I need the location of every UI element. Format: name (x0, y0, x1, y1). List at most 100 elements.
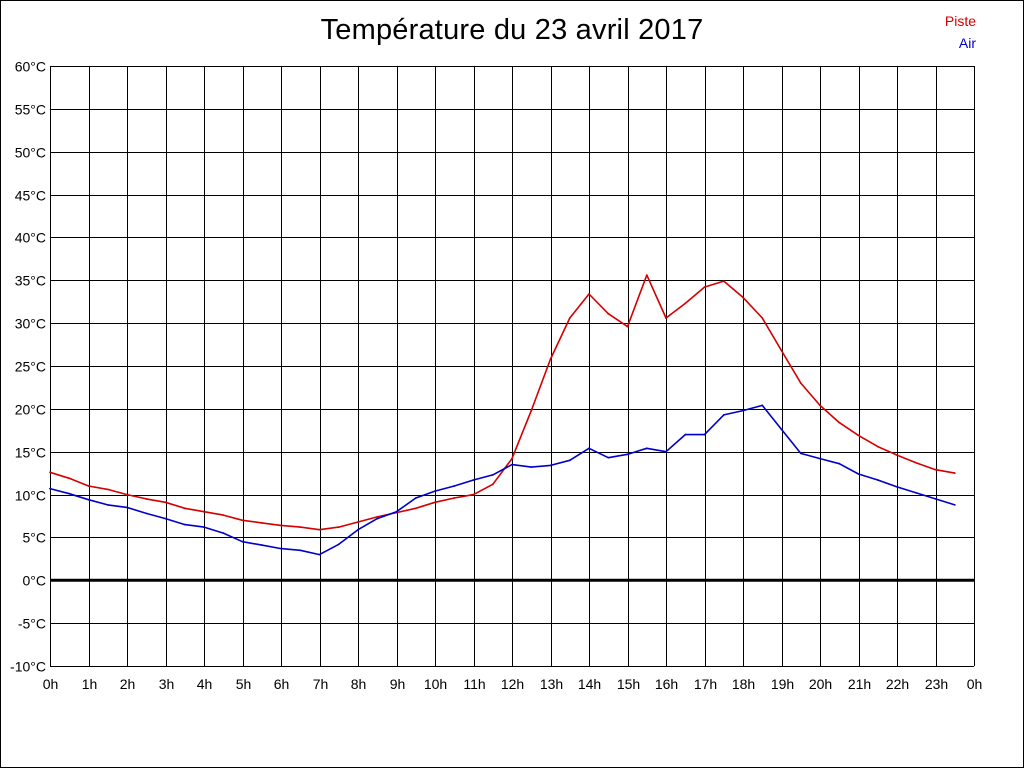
data-point (607, 312, 610, 315)
data-point (665, 317, 667, 319)
x-tick-label: 9h (390, 676, 406, 692)
data-point (414, 497, 417, 499)
data-point (934, 468, 937, 471)
data-point (626, 325, 629, 328)
data-point (819, 457, 821, 460)
data-point (145, 512, 148, 515)
data-point (87, 498, 90, 501)
data-point (896, 454, 898, 456)
data-point (395, 510, 398, 513)
tick-layer: 60°C 55°C 50°C 45°C 40°C 35°C 30°C 25°C 20°C 15°C… (10, 59, 982, 693)
data-point (645, 274, 648, 276)
y-tick-label: -10°C (10, 659, 46, 675)
data-point (588, 293, 590, 295)
legend-entry-piste: Piste (944, 13, 976, 29)
data-point (280, 547, 282, 550)
data-point (761, 317, 764, 319)
data-point (357, 528, 359, 531)
data-point (126, 493, 128, 496)
x-tick-label: 12h (501, 676, 524, 692)
x-tick-label: 8h (351, 676, 367, 692)
data-point (742, 409, 744, 412)
data-point (260, 522, 263, 524)
data-point (145, 498, 148, 500)
data-point (645, 447, 648, 450)
series-line-piste (49, 274, 955, 531)
x-tick-label: 7h (313, 676, 329, 692)
x-tick-label: 10h (424, 676, 447, 692)
data-point (819, 404, 821, 407)
data-point (607, 456, 610, 459)
x-tick-label: 21h (848, 676, 871, 692)
data-point (318, 553, 321, 556)
x-tick-label: 16h (655, 676, 678, 692)
data-point (164, 501, 167, 504)
series-layer (49, 274, 956, 556)
y-tick-label: 5°C (23, 530, 47, 546)
data-point (780, 349, 783, 352)
x-tick-label: 2h (120, 676, 136, 692)
data-point (722, 280, 725, 282)
y-tick-label: 60°C (15, 59, 46, 75)
data-point (68, 492, 71, 495)
data-point (68, 477, 71, 480)
data-point (915, 492, 918, 494)
series-points-air (49, 404, 956, 556)
data-point (761, 404, 764, 407)
data-point (780, 428, 783, 431)
y-tick-label: -5°C (18, 616, 46, 632)
data-point (260, 544, 263, 546)
grid-layer (50, 66, 975, 667)
data-point (530, 409, 533, 412)
y-tick-label: 0°C (23, 573, 47, 589)
x-tick-label: 20h (809, 676, 832, 692)
data-point (376, 516, 379, 518)
data-point (337, 543, 340, 546)
data-point (434, 501, 436, 504)
chart-title: Température du 23 avril 2017 (320, 14, 704, 46)
data-point (511, 463, 513, 466)
x-tick-label: 0h (967, 676, 983, 692)
data-point (434, 490, 436, 492)
y-tick-label: 10°C (15, 488, 46, 504)
data-point (491, 483, 494, 486)
data-point (684, 302, 687, 305)
x-tick-label: 15h (617, 676, 640, 692)
data-point (126, 506, 128, 509)
data-point (357, 521, 359, 523)
data-point (953, 504, 956, 506)
data-point (722, 414, 725, 416)
x-tick-label: 11h (463, 676, 485, 692)
data-point (799, 452, 802, 455)
data-point (376, 517, 379, 520)
data-point (838, 462, 841, 465)
x-tick-label: 3h (159, 676, 175, 692)
data-point (568, 459, 571, 462)
x-tick-label: 6h (274, 676, 290, 692)
data-point (953, 472, 956, 474)
data-point (203, 526, 205, 528)
y-tick-label: 50°C (15, 145, 46, 161)
data-point (106, 504, 109, 506)
data-point (453, 497, 456, 499)
x-tick-label: 4h (197, 676, 213, 692)
data-point (183, 523, 186, 526)
data-point (703, 286, 706, 288)
x-tick-label: 14h (578, 676, 601, 692)
data-point (915, 462, 918, 464)
series-points-piste (49, 274, 956, 531)
data-point (665, 450, 667, 453)
data-point (896, 486, 898, 488)
x-tick-label: 23h (925, 676, 948, 692)
x-tick-label: 0h (43, 676, 59, 692)
data-point (222, 532, 225, 534)
data-point (241, 519, 244, 522)
x-tick-label: 13h (540, 676, 563, 692)
x-tick-label: 22h (886, 676, 909, 692)
data-point (183, 507, 186, 510)
x-tick-label: 17h (694, 676, 717, 692)
x-tick-label: 19h (771, 676, 794, 692)
data-point (87, 485, 90, 487)
data-point (241, 540, 244, 543)
